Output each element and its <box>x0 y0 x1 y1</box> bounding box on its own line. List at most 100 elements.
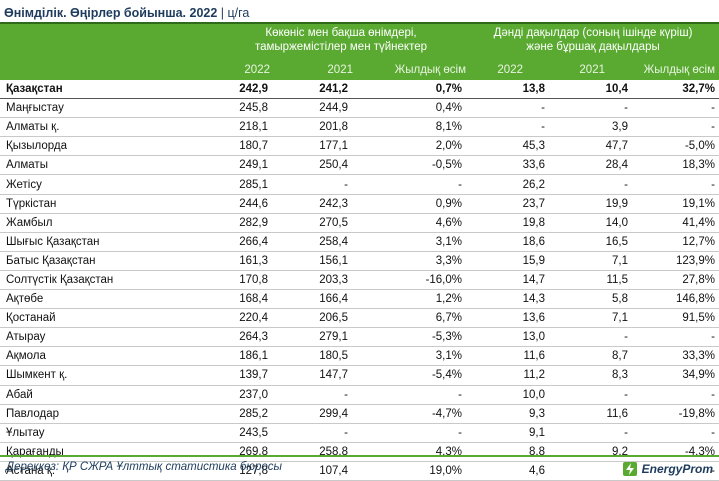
veg-2021-cell: 201,8 <box>272 117 352 138</box>
region-name: Қазақстан <box>0 80 193 100</box>
veg-2021-cell: 242,3 <box>272 194 352 214</box>
grain-2022-cell: 23,7 <box>466 194 549 214</box>
table-row: Ақмола 186,1 180,5 3,1% 11,6 8,7 33,3% <box>0 346 719 367</box>
region-name: Солтүстік Қазақстан <box>0 270 193 291</box>
header-group-vegetables-line1: Көкөніс мен бақша өнімдері, <box>265 27 417 39</box>
veg-2022-cell: 285,2 <box>193 404 272 424</box>
veg-2022-cell: 249,1 <box>193 155 272 176</box>
veg-2021-cell: 177,1 <box>272 136 352 157</box>
grain-2022-cell: 26,2 <box>466 174 549 195</box>
grain-2022-cell: 10,0 <box>466 385 549 405</box>
header-group-grains-line1: Дәнді дақылдар (соның ішінде күріш) <box>493 27 693 39</box>
grain-2021-cell: 7,1 <box>549 251 632 271</box>
region-name: Ақмола <box>0 346 193 367</box>
veg-2022-cell: 170,8 <box>193 270 272 291</box>
veg-2022-cell: 266,4 <box>193 232 272 252</box>
veg-2022-cell: 282,9 <box>193 213 272 233</box>
yield-table: Қазақстан 242,9 241,2 0,7% 13,8 10,4 32,7% Маңғ… <box>0 80 719 481</box>
table-row: Павлодар 285,2 299,4 -4,7% 9,3 11,6 -19,8% <box>0 404 719 424</box>
veg-growth-cell: 6,7% <box>352 308 466 329</box>
grain-2021-cell: - <box>549 423 632 443</box>
grain-2021-cell: 8,3 <box>549 365 632 386</box>
footer: Дереккөз: ҚР СЖРА Ұлттық статистика бюро… <box>0 455 719 481</box>
grain-2022-cell: 4,6 <box>466 461 549 481</box>
grain-2021-cell: 11,6 <box>549 404 632 424</box>
grain-2021-cell: 5,8 <box>549 289 632 310</box>
veg-2022-cell: 245,8 <box>193 98 272 119</box>
grain-growth-cell: 19,1% <box>632 194 719 214</box>
grain-2021-cell: 19,9 <box>549 194 632 214</box>
veg-growth-cell: 3,3% <box>352 251 466 271</box>
header-group-grains: Дәнді дақылдар (соның ішінде күріш) және… <box>468 26 718 54</box>
veg-2021-cell: 203,3 <box>272 270 352 291</box>
region-name: Қызылорда <box>0 136 193 157</box>
region-name: Жетісу <box>0 174 193 195</box>
grain-growth-cell: 34,9% <box>632 365 719 386</box>
title-unit: | ц/га <box>220 6 250 20</box>
table-row: Шығыс Қазақстан 266,4 258,4 3,1% 18,6 16,5 12,… <box>0 232 719 252</box>
veg-2022-cell: 285,1 <box>193 174 272 195</box>
region-name: Шымкент қ. <box>0 365 193 386</box>
veg-growth-cell: 2,0% <box>352 136 466 157</box>
veg-growth-cell: -16,0% <box>352 270 466 291</box>
grain-2022-cell: 13,0 <box>466 327 549 348</box>
veg-2021-cell: 270,5 <box>272 213 352 233</box>
veg-growth-cell: 3,1% <box>352 232 466 252</box>
region-name: Павлодар <box>0 404 193 424</box>
veg-2022-cell: 244,6 <box>193 194 272 214</box>
grain-2021-cell: 10,4 <box>549 80 632 100</box>
table-row: Алматы қ. 218,1 201,8 8,1% -3,9- <box>0 117 719 138</box>
veg-growth-cell: -0,5% <box>352 155 466 176</box>
table-row: Қызылорда 180,7 177,1 2,0% 45,3 47,7 -5,0% <box>0 136 719 157</box>
source-note: Дереккөз: ҚР СЖРА Ұлттық статистика бюро… <box>6 461 282 473</box>
grain-2022-cell: 13,8 <box>466 80 549 100</box>
grain-2022-cell: - <box>466 117 549 138</box>
grain-growth-cell: - <box>632 423 719 443</box>
grain-2022-cell: 9,3 <box>466 404 549 424</box>
grain-2022-cell: 33,6 <box>466 155 549 176</box>
veg-2022-cell: 139,7 <box>193 365 272 386</box>
region-name: Түркістан <box>0 194 193 214</box>
header-2022-vegetables: 2022 <box>244 64 270 76</box>
veg-2022-cell: 168,4 <box>193 289 272 310</box>
grain-2022-cell: 45,3 <box>466 136 549 157</box>
table-row: Түркістан 244,6 242,3 0,9% 23,7 19,9 19,1% <box>0 194 719 214</box>
energyprom-logo: EnergyProm <box>622 459 713 479</box>
header-2022-grains: 2022 <box>497 64 523 76</box>
grain-2021-cell: 28,4 <box>549 155 632 176</box>
grain-2021-cell: 8,7 <box>549 346 632 367</box>
veg-2022-cell: 237,0 <box>193 385 272 405</box>
grain-2022-cell: 15,9 <box>466 251 549 271</box>
grain-2022-cell: 14,3 <box>466 289 549 310</box>
table-row: Солтүстік Қазақстан 170,8 203,3 -16,0% 14,7 1… <box>0 270 719 291</box>
grain-growth-cell: - <box>632 117 719 138</box>
table-row: Маңғыстау 245,8 244,9 0,4% - - - <box>0 98 719 119</box>
grain-growth-cell: 12,7% <box>632 232 719 252</box>
region-name: Алматы қ. <box>0 117 193 138</box>
veg-2021-cell: 156,1 <box>272 251 352 271</box>
region-name: Қостанай <box>0 308 193 329</box>
veg-growth-cell: 1,2% <box>352 289 466 310</box>
grain-2021-cell: 11,5 <box>549 270 632 291</box>
table-row: Қостанай 220,4 206,5 6,7% 13,6 7,1 91,5% <box>0 308 719 329</box>
header-growth-grains: Жылдық өсім <box>643 64 715 76</box>
grain-growth-cell: - <box>632 385 719 405</box>
veg-2022-cell: 180,7 <box>193 136 272 157</box>
grain-2022-cell: 11,6 <box>466 346 549 367</box>
veg-2021-cell: 147,7 <box>272 365 352 386</box>
grain-growth-cell: 33,3% <box>632 346 719 367</box>
grain-growth-cell: 146,8% <box>632 289 719 310</box>
veg-growth-cell: 0,7% <box>352 80 466 100</box>
veg-2021-cell: - <box>272 174 352 195</box>
region-name: Абай <box>0 385 193 405</box>
veg-2022-cell: 264,3 <box>193 327 272 348</box>
veg-growth-cell: 0,9% <box>352 194 466 214</box>
veg-growth-cell: -5,3% <box>352 327 466 348</box>
region-name: Алматы <box>0 155 193 176</box>
grain-2022-cell: 19,8 <box>466 213 549 233</box>
grain-2021-cell: - <box>549 385 632 405</box>
energyprom-logo-icon <box>622 462 637 476</box>
region-name: Астана қ. <box>0 461 193 481</box>
table-row: Алматы 249,1 250,4 -0,5% 33,6 28,4 18,3% <box>0 155 719 176</box>
table-row: Ақтөбе 168,4 166,4 1,2% 14,3 5,8 146,8% <box>0 289 719 310</box>
